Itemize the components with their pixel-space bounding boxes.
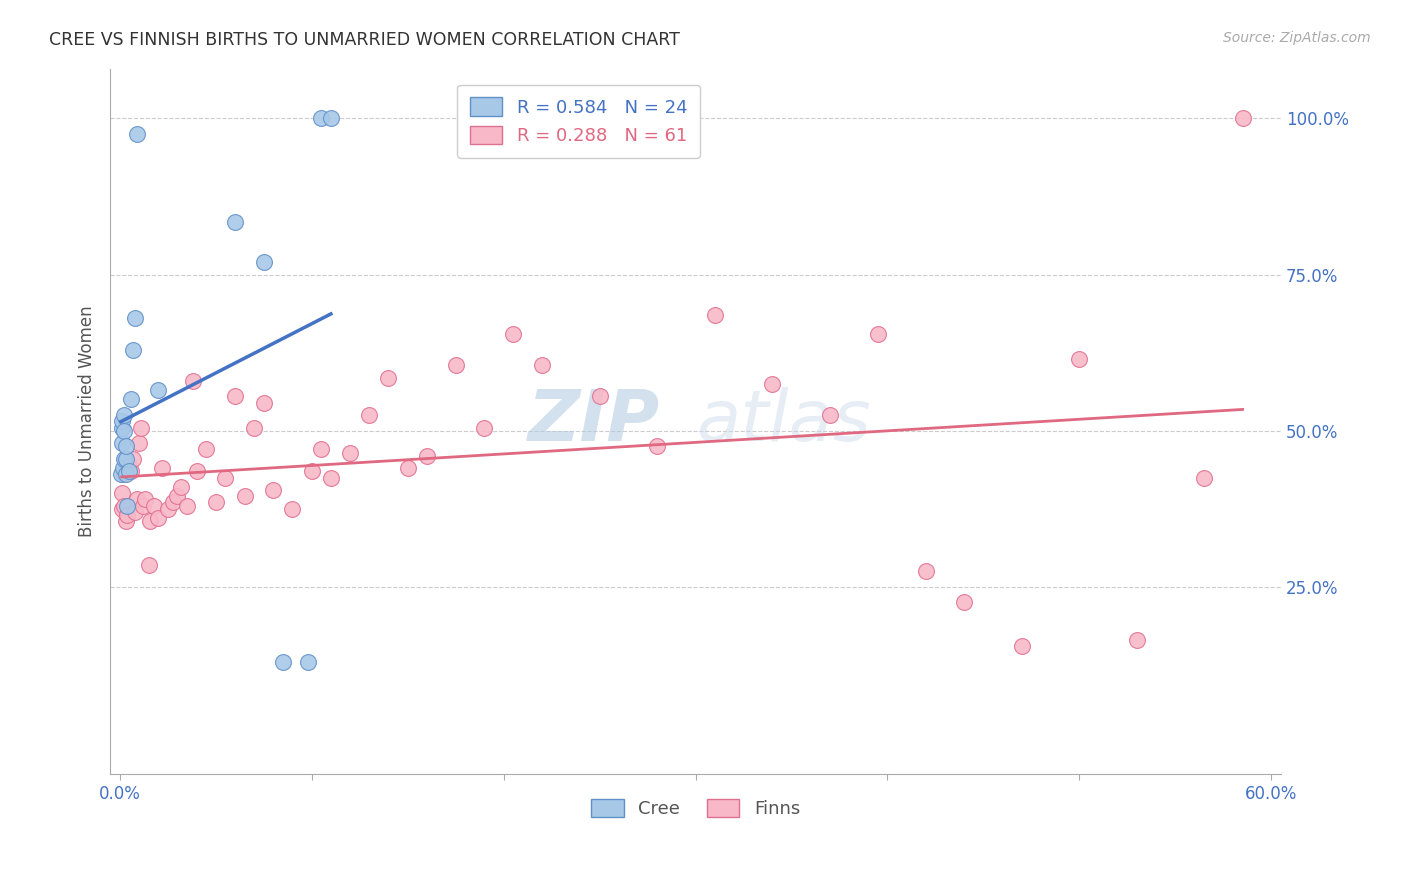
- Point: [243, 420, 266, 434]
- Point: [204, 495, 226, 509]
- Text: Source: ZipAtlas.com: Source: ZipAtlas.com: [1223, 31, 1371, 45]
- Point: [110, 467, 132, 482]
- Point: [588, 389, 610, 403]
- Point: [112, 408, 135, 422]
- Point: [253, 255, 276, 269]
- Text: atlas: atlas: [696, 387, 870, 456]
- Point: [162, 495, 184, 509]
- Point: [377, 370, 399, 384]
- Point: [156, 501, 179, 516]
- Point: [233, 489, 256, 503]
- Point: [134, 492, 156, 507]
- Point: [1011, 639, 1033, 653]
- Point: [114, 439, 136, 453]
- Point: [111, 461, 134, 475]
- Point: [195, 442, 218, 457]
- Point: [297, 655, 319, 669]
- Point: [125, 127, 148, 141]
- Point: [915, 564, 938, 578]
- Point: [150, 461, 173, 475]
- Point: [396, 461, 419, 475]
- Point: [761, 376, 783, 391]
- Point: [132, 499, 155, 513]
- Point: [114, 467, 136, 482]
- Point: [117, 499, 139, 513]
- Point: [117, 508, 139, 522]
- Point: [111, 420, 134, 434]
- Point: [818, 408, 841, 422]
- Text: ZIP: ZIP: [529, 387, 661, 456]
- Point: [122, 343, 145, 357]
- Point: [120, 392, 142, 407]
- Point: [166, 489, 188, 503]
- Point: [253, 395, 276, 409]
- Point: [114, 514, 136, 528]
- Point: [112, 467, 135, 482]
- Y-axis label: Births to Unmarried Women: Births to Unmarried Women: [79, 306, 96, 537]
- Point: [176, 499, 198, 513]
- Point: [138, 558, 160, 572]
- Point: [139, 514, 162, 528]
- Point: [112, 499, 135, 513]
- Point: [262, 483, 284, 497]
- Point: [474, 420, 496, 434]
- Point: [301, 464, 323, 478]
- Legend: Cree, Finns: Cree, Finns: [583, 791, 807, 825]
- Text: CREE VS FINNISH BIRTHS TO UNMARRIED WOMEN CORRELATION CHART: CREE VS FINNISH BIRTHS TO UNMARRIED WOME…: [49, 31, 681, 49]
- Point: [359, 408, 381, 422]
- Point: [645, 439, 668, 453]
- Point: [112, 451, 135, 466]
- Point: [339, 445, 361, 459]
- Point: [118, 458, 141, 472]
- Point: [125, 492, 148, 507]
- Point: [146, 511, 169, 525]
- Point: [502, 326, 524, 341]
- Point: [111, 486, 134, 500]
- Point: [129, 420, 152, 434]
- Point: [416, 449, 439, 463]
- Point: [114, 451, 136, 466]
- Point: [143, 499, 166, 513]
- Point: [186, 464, 208, 478]
- Point: [311, 112, 333, 126]
- Point: [1232, 112, 1254, 126]
- Point: [530, 358, 553, 372]
- Point: [111, 414, 134, 428]
- Point: [124, 505, 146, 519]
- Point: [111, 501, 134, 516]
- Point: [1069, 351, 1091, 366]
- Point: [319, 470, 342, 484]
- Point: [118, 464, 141, 478]
- Point: [120, 464, 142, 478]
- Point: [319, 112, 342, 126]
- Point: [124, 311, 146, 326]
- Point: [953, 595, 976, 609]
- Point: [281, 501, 304, 516]
- Point: [224, 214, 246, 228]
- Point: [271, 655, 294, 669]
- Point: [181, 374, 204, 388]
- Point: [311, 442, 333, 457]
- Point: [444, 358, 467, 372]
- Point: [866, 326, 889, 341]
- Point: [703, 308, 725, 322]
- Point: [146, 383, 169, 397]
- Point: [224, 389, 246, 403]
- Point: [111, 436, 134, 450]
- Point: [122, 451, 145, 466]
- Point: [170, 480, 193, 494]
- Point: [214, 470, 236, 484]
- Point: [1126, 632, 1149, 647]
- Point: [112, 424, 135, 438]
- Point: [1192, 470, 1215, 484]
- Point: [128, 436, 150, 450]
